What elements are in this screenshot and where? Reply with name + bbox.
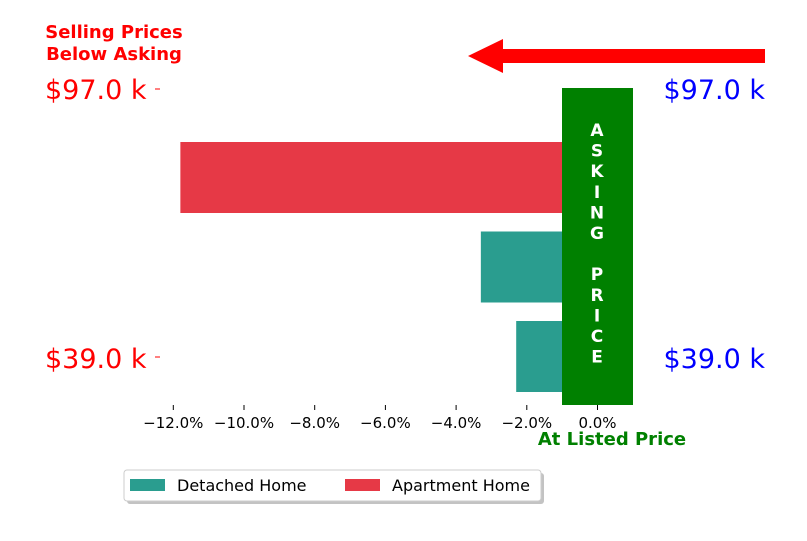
- bar-apartment-0: [180, 142, 598, 213]
- bars-layer: [180, 142, 598, 392]
- header-line-1: Selling Prices: [45, 22, 182, 43]
- x-tick-label: −4.0%: [431, 414, 482, 432]
- asking-price-letter: A: [590, 121, 604, 141]
- asking-price-letter: S: [591, 142, 603, 162]
- asking-price-letter: K: [590, 162, 604, 182]
- header-line-2: Below Asking: [46, 44, 182, 65]
- asking-price-letter: G: [590, 224, 604, 244]
- x-tick-label: 0.0%: [578, 414, 616, 432]
- price-label-top-left: $97.0 k: [45, 75, 147, 106]
- asking-price-letter: P: [591, 265, 603, 285]
- legend-swatch-detached: [130, 479, 165, 491]
- asking-price-letter: N: [590, 203, 604, 223]
- x-tick-label: −2.0%: [501, 414, 552, 432]
- asking-price-letter: I: [594, 306, 600, 326]
- asking-price-letter: C: [591, 327, 603, 347]
- price-label-bottom-right: $39.0 k: [663, 344, 765, 375]
- x-tick-label: −6.0%: [360, 414, 411, 432]
- asking-price-letter: R: [590, 286, 603, 306]
- x-tick-label: −8.0%: [289, 414, 340, 432]
- legend: Detached Home Apartment Home: [123, 469, 544, 504]
- legend-label-detached: Detached Home: [177, 476, 307, 495]
- price-label-top-right: $97.0 k: [663, 75, 765, 106]
- x-tick-label: −10.0%: [214, 414, 274, 432]
- x-tick-label: −12.0%: [143, 414, 203, 432]
- at-listed-price-label: At Listed Price: [538, 429, 686, 450]
- left-arrow-icon: [468, 39, 765, 73]
- asking-price-letter: I: [594, 183, 600, 203]
- price-label-bottom-left: $39.0 k: [45, 344, 147, 375]
- legend-label-apartment: Apartment Home: [392, 476, 530, 495]
- asking-price-letter: E: [591, 348, 603, 368]
- legend-swatch-apartment: [345, 479, 380, 491]
- x-axis: −12.0% −10.0% −8.0% −6.0% −4.0% −2.0% 0.0%: [143, 405, 617, 432]
- asking-price-band: [562, 88, 633, 405]
